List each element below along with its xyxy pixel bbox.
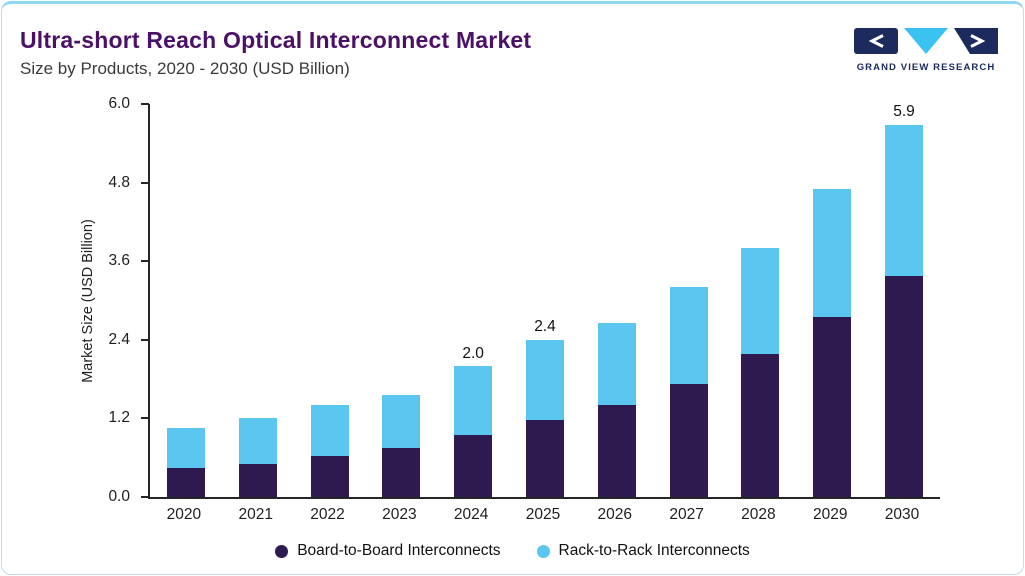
bar-value-label: 2.0: [462, 344, 484, 362]
chart-title: Ultra-short Reach Optical Interconnect M…: [20, 27, 532, 53]
y-tick-mark: [141, 181, 149, 184]
bar-segment-board-to-board: [166, 467, 205, 497]
bar-segment-rack-to-rack: [813, 189, 852, 317]
bars-row: 2.0 2.4 5.9: [150, 104, 940, 497]
y-tick-mark: [141, 417, 149, 420]
gvr-logo-text: GRAND VIEW RESEARCH: [856, 62, 996, 73]
bar-group: 2.0: [437, 104, 509, 497]
plot-area: 2.0 2.4 5.9: [141, 103, 940, 499]
y-tick-mark: [141, 496, 149, 498]
x-tick-label: 2021: [238, 506, 273, 523]
chart-legend: Board-to-Board Interconnects Rack-to-Rack…: [2, 542, 1023, 560]
bar-segment-board-to-board: [669, 384, 708, 497]
x-tick-label: 2022: [310, 506, 345, 523]
bar-group: [222, 104, 294, 497]
bar-group: [365, 104, 437, 497]
bar-value-label: 2.4: [534, 318, 556, 336]
x-tick-label: 2030: [884, 506, 920, 523]
x-tick-label: 2025: [525, 506, 561, 523]
x-axis-labels: 2020 2021 2022 2023 2024 2025 2026 2027 2028 2029…: [148, 506, 938, 524]
y-axis-ticks: 0.0 1.2 2.4 3.6 4.8 6.0: [90, 95, 140, 505]
bar-segment-rack-to-rack: [525, 339, 564, 420]
bar-group: [796, 104, 868, 497]
bar-group: [150, 104, 222, 497]
bar-segment-rack-to-rack: [382, 395, 421, 448]
legend-dot: [275, 544, 289, 558]
bar-segment-board-to-board: [885, 276, 924, 497]
x-tick-label: 2023: [382, 506, 417, 523]
bar-segment-board-to-board: [238, 464, 277, 497]
y-tick-mark: [141, 260, 149, 263]
bar-segment-rack-to-rack: [310, 405, 349, 457]
x-tick-label: 2029: [812, 506, 848, 523]
y-tick-label: 3.6: [108, 252, 130, 270]
x-tick-label: 2024: [453, 506, 489, 523]
y-tick-label: 4.8: [108, 173, 130, 191]
bar-segment-board-to-board: [813, 316, 852, 497]
bar-segment-rack-to-rack: [741, 248, 780, 355]
bar-segment-board-to-board: [525, 419, 564, 497]
bar-segment-rack-to-rack: [238, 418, 277, 465]
y-tick-label: 2.4: [108, 330, 130, 348]
x-tick-label: 2027: [669, 506, 704, 523]
bar-segment-board-to-board: [454, 434, 493, 497]
bar-group: [294, 104, 366, 497]
legend-item: Rack-to-Rack Interconnects: [536, 542, 750, 560]
bar-segment-rack-to-rack: [597, 323, 636, 406]
bar-group: [653, 104, 725, 497]
bar-group: [725, 104, 797, 497]
legend-label: Rack-to-Rack Interconnects: [558, 542, 750, 559]
bar-group: 5.9: [868, 104, 940, 497]
bar-group: 2.4: [509, 104, 581, 497]
legend-item: Board-to-Board Interconnects: [275, 542, 501, 560]
bar-segment-rack-to-rack: [669, 287, 708, 385]
bar-segment-rack-to-rack: [166, 428, 205, 468]
x-tick-label: 2026: [597, 506, 633, 523]
chart-subtitle: Size by Products, 2020 - 2030 (USD Billi…: [20, 59, 350, 78]
bar-segment-rack-to-rack: [454, 366, 493, 435]
y-tick-label: 0.0: [108, 488, 130, 505]
bar-segment-rack-to-rack: [885, 124, 924, 277]
legend-dot: [536, 544, 550, 558]
gvr-logo-mark: [854, 28, 998, 54]
y-tick-mark: [141, 103, 149, 105]
gvr-logo: GRAND VIEW RESEARCH: [851, 28, 1001, 73]
x-tick-label: 2028: [741, 506, 776, 523]
bar-segment-board-to-board: [382, 447, 421, 497]
bar-value-label: 5.9: [893, 103, 915, 120]
y-tick-label: 6.0: [108, 95, 130, 112]
legend-label: Board-to-Board Interconnects: [297, 542, 501, 559]
bar-segment-board-to-board: [597, 405, 636, 497]
bar-segment-board-to-board: [310, 456, 349, 497]
x-tick-label: 2020: [166, 506, 202, 523]
y-tick-label: 1.2: [108, 409, 130, 427]
y-tick-mark: [141, 338, 149, 341]
bar-group: [581, 104, 653, 497]
bar-segment-board-to-board: [741, 354, 780, 497]
